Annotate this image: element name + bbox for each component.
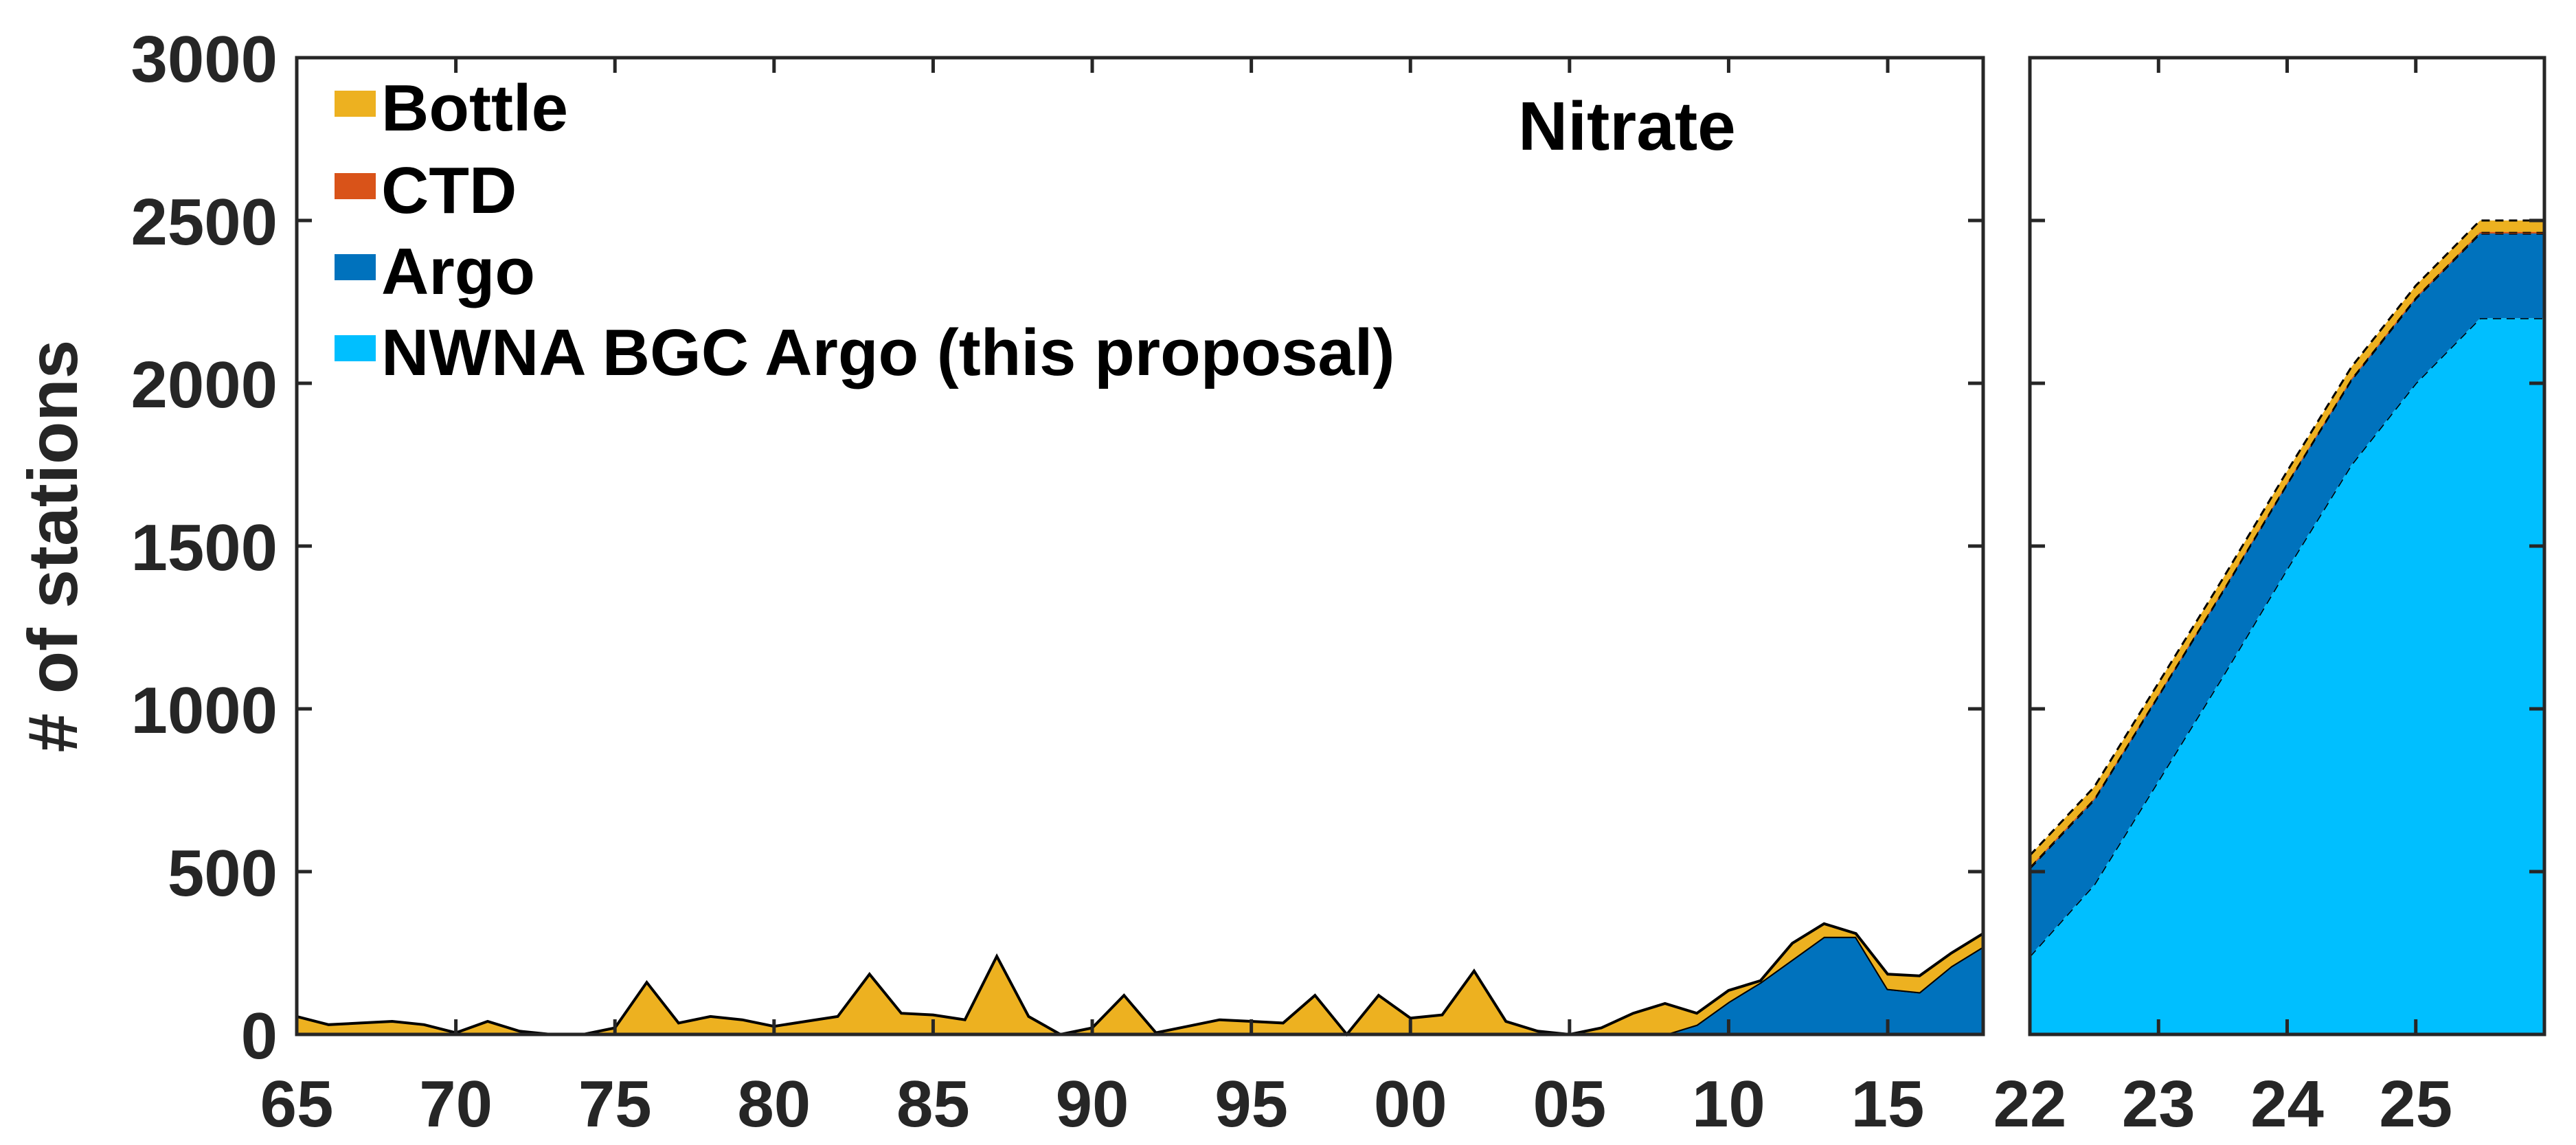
nitrate-annotation: Nitrate <box>1518 88 1736 165</box>
legend-label-argo: Argo <box>381 235 535 308</box>
projection-panel-areas <box>2029 219 2544 1035</box>
legend-label-bottle: Bottle <box>381 71 568 145</box>
y-tick-label: 2500 <box>131 185 278 259</box>
y-tick-label: 1000 <box>131 674 278 747</box>
legend-swatch-argo <box>335 254 376 280</box>
y-tick-labels: 0 500 1000 1500 2000 2500 3000 <box>131 23 278 1073</box>
legend-label-bgc: NWNA BGC Argo (this proposal) <box>381 316 1394 389</box>
historical-area-argo <box>297 936 1983 1034</box>
historical-xtick-label: 90 <box>1056 1067 1129 1141</box>
y-tick-label: 2000 <box>131 348 278 422</box>
historical-xtick-label: 15 <box>1851 1067 1925 1141</box>
legend-swatch-bottle <box>335 91 376 117</box>
historical-xtick-label: 95 <box>1214 1067 1288 1141</box>
projection-xtick-label: 22 <box>1993 1067 2067 1141</box>
historical-xtick-label: 85 <box>896 1067 970 1141</box>
legend-swatch-bgc <box>335 335 376 361</box>
historical-panel-frame <box>295 56 1985 1036</box>
historical-x-tick-labels: 65 70 75 80 85 90 95 00 05 10 15 <box>260 1067 1925 1141</box>
legend-label-ctd: CTD <box>381 154 517 227</box>
y-tick-label: 3000 <box>131 23 278 96</box>
projection-xtick-label: 25 <box>2379 1067 2452 1141</box>
historical-xtick-label: 10 <box>1692 1067 1765 1141</box>
projection-area-bgc <box>2030 318 2544 1035</box>
axis-ticks <box>295 56 2544 1036</box>
historical-area-bottle <box>297 923 1983 1034</box>
y-tick-label: 1500 <box>131 511 278 585</box>
historical-panel-areas <box>296 922 1985 1037</box>
projection-area-argo <box>2030 234 2544 957</box>
historical-xtick-label: 75 <box>578 1067 652 1141</box>
historical-xtick-label: 70 <box>419 1067 493 1141</box>
historical-xtick-label: 65 <box>260 1067 334 1141</box>
historical-xtick-label: 80 <box>737 1067 811 1141</box>
projection-xtick-label: 24 <box>2250 1067 2324 1141</box>
y-tick-label: 0 <box>241 999 278 1073</box>
projection-xtick-label: 23 <box>2122 1067 2195 1141</box>
legend: Bottle CTD Argo NWNA BGC Argo (this proposa… <box>335 71 1394 389</box>
historical-xtick-label: 05 <box>1533 1067 1606 1141</box>
projection-x-tick-labels: 22 23 24 25 <box>1993 1067 2453 1141</box>
y-tick-label: 500 <box>168 837 278 910</box>
historical-xtick-label: 00 <box>1374 1067 1447 1141</box>
y-axis-label: # of stations <box>14 340 92 753</box>
legend-swatch-ctd <box>335 173 376 199</box>
